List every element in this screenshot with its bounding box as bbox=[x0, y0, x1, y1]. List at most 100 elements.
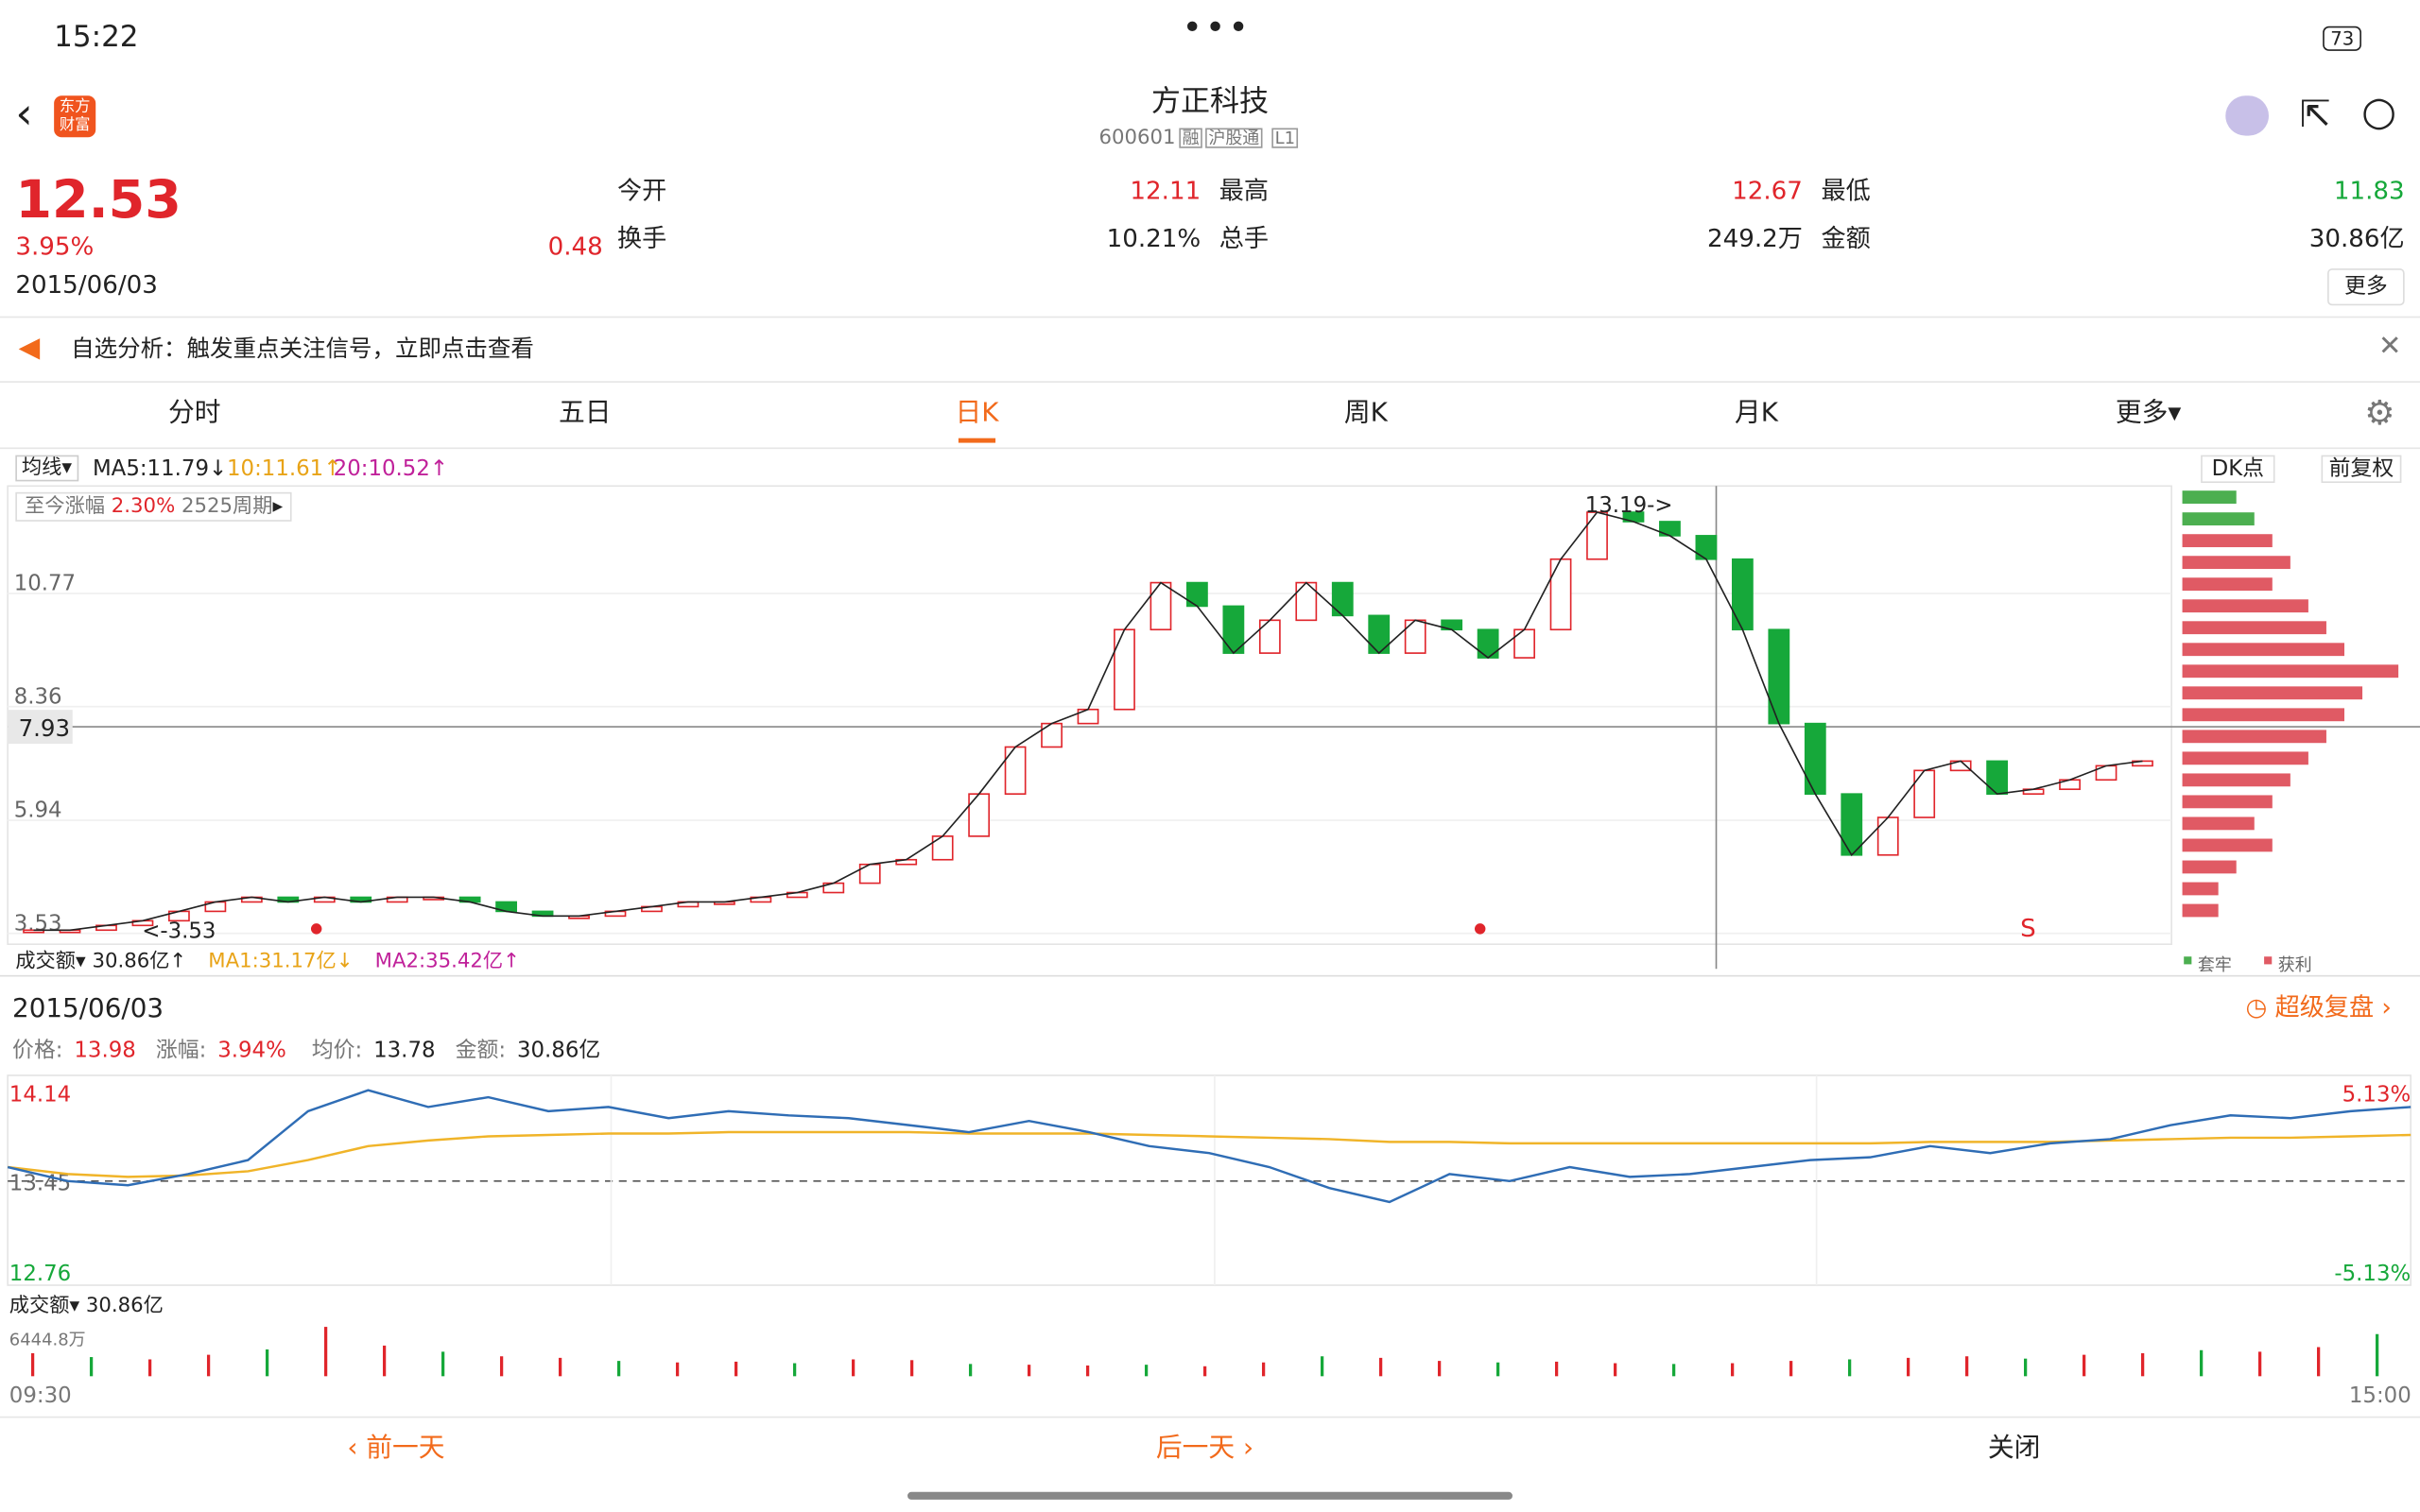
volume-bar bbox=[1202, 1366, 1207, 1377]
volume-bar bbox=[1613, 1363, 1617, 1377]
volume-bar bbox=[616, 1361, 621, 1377]
time-end: 15:00 bbox=[2348, 1383, 2411, 1409]
volume-bar bbox=[1261, 1362, 1266, 1377]
volume-bar bbox=[675, 1362, 680, 1377]
volume-bar bbox=[2375, 1333, 2379, 1377]
time-start: 09:30 bbox=[9, 1383, 72, 1409]
volume-bar bbox=[1554, 1361, 1559, 1377]
price-line bbox=[7, 1089, 2411, 1204]
field-label: 最高 bbox=[1219, 176, 1270, 206]
replay-link[interactable]: ◷ 超级复盘 › bbox=[2245, 991, 2392, 1022]
back[interactable]: ‹ bbox=[15, 88, 33, 139]
field-value: 12.67 bbox=[1732, 176, 1803, 206]
ma-toggle[interactable]: 均线▾ bbox=[15, 455, 78, 482]
stat-label: 均价: bbox=[311, 1038, 363, 1063]
y-tick-label: 8.36 bbox=[14, 684, 62, 709]
close[interactable]: 关闭 bbox=[1987, 1433, 2041, 1465]
popup-date: 2015/06/03 bbox=[12, 993, 164, 1025]
legend-swatch bbox=[2184, 956, 2192, 965]
change: 0.48 bbox=[547, 231, 603, 261]
volume-bar bbox=[2023, 1358, 2028, 1377]
close-notice[interactable]: ✕ bbox=[2377, 330, 2402, 363]
tab[interactable]: 月K bbox=[1734, 398, 1778, 429]
stat-value: 3.94% bbox=[217, 1038, 286, 1063]
adjust-button[interactable]: 前复权 bbox=[2321, 455, 2402, 484]
stat-label: 价格: bbox=[12, 1038, 63, 1063]
profile-bar bbox=[2182, 664, 2399, 679]
quote-date: 2015/06/03 bbox=[15, 269, 158, 300]
profile-bar bbox=[2182, 599, 2308, 613]
vol-ma2: MA2:35.42亿↑ bbox=[374, 950, 520, 974]
volume-bar bbox=[382, 1345, 387, 1377]
pct-label: 5.13% bbox=[2342, 1083, 2411, 1108]
search-icon[interactable]: ○ bbox=[2360, 89, 2396, 136]
more-button[interactable]: 更多 bbox=[2327, 268, 2405, 306]
volume-bar bbox=[1437, 1361, 1442, 1377]
volume-bar bbox=[206, 1354, 211, 1377]
dk-button[interactable]: DK点 bbox=[2201, 455, 2275, 484]
legend-label: 获利 bbox=[2278, 955, 2312, 975]
volume-bar bbox=[1378, 1357, 1383, 1377]
prev-day[interactable]: ‹ 前一天 bbox=[347, 1433, 445, 1465]
volume-bar bbox=[1495, 1362, 1500, 1377]
next-day[interactable]: 后一天 › bbox=[1155, 1433, 1254, 1465]
field-value: 10.21% bbox=[1106, 223, 1201, 253]
logo: 东方财富 bbox=[54, 95, 96, 138]
crosshair-label: 7.93 bbox=[19, 714, 70, 742]
settings[interactable]: ⚙ bbox=[2364, 394, 2395, 434]
tab[interactable]: 更多▾ bbox=[2115, 398, 2182, 429]
field-label: 今开 bbox=[617, 176, 667, 206]
profile-bar bbox=[2182, 730, 2326, 744]
stat-label: 涨幅: bbox=[155, 1038, 207, 1063]
volume-bar bbox=[909, 1360, 914, 1377]
share-icon[interactable]: ⇱ bbox=[2299, 92, 2331, 136]
profile-bar bbox=[2182, 512, 2255, 526]
tab[interactable]: 周K bbox=[1343, 398, 1388, 429]
stock-code: 600601 bbox=[1098, 126, 1176, 150]
field-label: 总手 bbox=[1219, 223, 1270, 253]
profile-bar bbox=[2182, 903, 2219, 918]
volume-bar bbox=[265, 1349, 269, 1377]
tag: 沪股通 bbox=[1205, 128, 1263, 148]
volume-bar bbox=[851, 1359, 856, 1377]
volume-bar bbox=[558, 1357, 562, 1377]
vol-label: 成交额 bbox=[15, 950, 77, 974]
stat-value: 13.98 bbox=[74, 1038, 136, 1063]
tab[interactable]: 日K bbox=[955, 398, 999, 429]
speaker-icon: ◀ bbox=[18, 332, 41, 365]
volume-bar bbox=[1671, 1364, 1676, 1377]
profile-bar bbox=[2182, 773, 2290, 787]
volume-bar bbox=[1964, 1356, 1969, 1377]
volume-bar bbox=[147, 1359, 152, 1377]
tab[interactable]: 分时 bbox=[167, 398, 221, 429]
volume-bar bbox=[89, 1357, 94, 1377]
notice[interactable]: 自选分析：触发重点关注信号，立即点击查看 bbox=[71, 335, 534, 363]
volume-bar bbox=[1789, 1361, 1793, 1377]
ma10: 10:11.61↑ bbox=[226, 456, 342, 482]
volume-bar bbox=[2257, 1351, 2262, 1377]
volume-bar bbox=[1144, 1365, 1149, 1377]
popup-volume: 成交额▾ 30.86亿 bbox=[9, 1294, 164, 1318]
pct-label: -5.13% bbox=[2334, 1262, 2411, 1286]
volume-bar bbox=[2199, 1349, 2204, 1377]
profile-bar bbox=[2182, 556, 2290, 570]
tab[interactable]: 五日 bbox=[559, 398, 612, 429]
avatar[interactable] bbox=[2225, 95, 2269, 136]
low-label: <-3.53 bbox=[142, 919, 216, 944]
range-period: 2525周期 bbox=[182, 495, 273, 519]
divider bbox=[0, 1416, 2420, 1418]
clock: 15:22 bbox=[54, 20, 139, 55]
profile-bar bbox=[2182, 643, 2344, 657]
volume-bar bbox=[499, 1356, 504, 1377]
pv-total: 30.86亿 bbox=[85, 1294, 164, 1318]
profile-bar bbox=[2182, 795, 2273, 809]
signal-dot bbox=[1474, 923, 1486, 935]
volume-bar bbox=[792, 1363, 797, 1377]
tag: L1 bbox=[1271, 128, 1299, 148]
ma5: MA5:11.79↓ bbox=[92, 456, 228, 482]
field-value: 30.86亿 bbox=[2308, 223, 2405, 253]
range-label: 至今涨幅 bbox=[25, 495, 106, 519]
vol-value: 30.86亿↑ bbox=[92, 950, 187, 974]
